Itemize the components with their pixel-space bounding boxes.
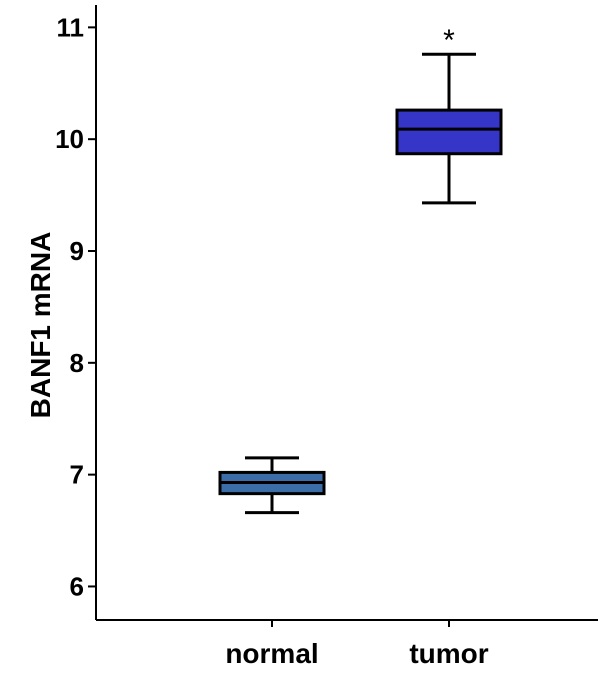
y-tick-label-9: 9 [70,236,84,266]
y-tick-label-10: 10 [55,124,84,154]
y-tick-label-6: 6 [70,571,84,601]
y-tick-label-11: 11 [57,12,85,42]
plot-area: 6 7 8 9 10 11 normal tumor * [55,5,598,669]
x-tick-label-normal: normal [225,638,318,669]
y-tick-label-8: 8 [70,348,84,378]
x-tick-label-tumor: tumor [409,638,488,669]
y-axis-title: BANF1 mRNA [25,232,56,419]
y-tick-label-7: 7 [70,460,84,490]
significance-annotation-tumor: * [443,24,455,57]
box-tumor [395,108,503,156]
